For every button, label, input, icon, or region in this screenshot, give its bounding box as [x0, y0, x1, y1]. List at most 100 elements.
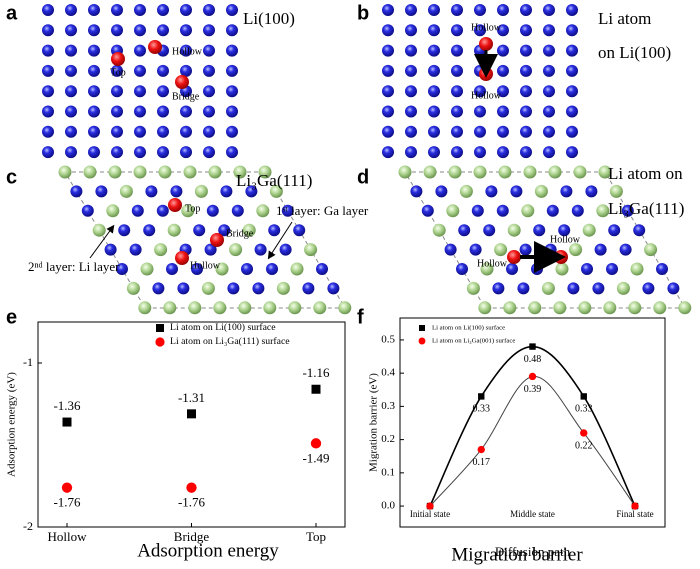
data-label: -1.76 [53, 495, 81, 510]
atom [88, 125, 100, 138]
atom [116, 263, 128, 275]
atom [446, 204, 460, 218]
atom [157, 146, 169, 159]
atom [111, 52, 125, 66]
plot-frame [399, 317, 666, 528]
atom [592, 282, 605, 295]
x-tick-label: Top [306, 529, 326, 544]
atom [88, 4, 100, 16]
atom [157, 85, 169, 98]
legend-label: Li atom on Li(100) surface [432, 325, 505, 332]
atom [65, 4, 77, 16]
atom [327, 282, 340, 295]
data-label: -1.76 [178, 495, 206, 510]
atom [543, 125, 555, 138]
atom [497, 24, 509, 37]
atom [474, 24, 486, 37]
x-axis-label: Diffusion path [495, 544, 571, 559]
atom [157, 64, 169, 77]
arrow [267, 221, 293, 260]
atom [92, 223, 106, 237]
site-label: Bridge [172, 91, 200, 102]
atom [111, 64, 123, 77]
atom [543, 4, 555, 16]
atom [226, 85, 238, 98]
atom [65, 44, 77, 57]
atom [531, 263, 543, 275]
atom [444, 243, 457, 256]
x-tick-label: Middle state [510, 509, 555, 519]
layer-label: 2ⁿᵈ layer: Li layer [28, 259, 120, 274]
atom [180, 24, 192, 37]
atom [428, 146, 440, 159]
atom [553, 301, 567, 315]
atom [154, 243, 168, 257]
data-label: -1.16 [302, 365, 330, 380]
atom [521, 204, 535, 218]
atom [226, 44, 238, 57]
atom [653, 301, 667, 315]
atom [175, 251, 189, 265]
legend-marker [418, 337, 426, 345]
atom [548, 165, 562, 179]
atom [656, 263, 668, 275]
site-label: Top [110, 67, 125, 78]
atom [451, 85, 463, 98]
atom [497, 85, 509, 98]
atom [382, 24, 394, 37]
marker [187, 409, 196, 419]
atom [316, 263, 328, 275]
atom [42, 44, 54, 57]
x-tick-label: Initial state [410, 509, 450, 519]
atom [134, 105, 146, 118]
atom [428, 44, 440, 57]
atom [88, 146, 100, 159]
atom [206, 204, 219, 217]
atom [497, 125, 509, 138]
atom [42, 85, 54, 98]
atom [494, 243, 508, 257]
atom [405, 146, 417, 159]
atom [129, 243, 142, 256]
atom [203, 4, 215, 16]
atom [678, 301, 692, 315]
atom [520, 105, 532, 118]
marker [631, 502, 639, 510]
atom [188, 301, 202, 315]
atom [134, 85, 146, 98]
atom [134, 125, 146, 138]
atom [451, 146, 463, 159]
atom [569, 243, 583, 257]
atom [167, 223, 181, 237]
atom [268, 224, 281, 237]
atom [451, 125, 463, 138]
atom [266, 263, 278, 275]
atom [497, 64, 509, 77]
panel-label: c [6, 166, 17, 188]
atom [458, 224, 471, 237]
atom [485, 185, 498, 198]
atom [410, 185, 423, 198]
atom [497, 4, 509, 16]
atom [203, 64, 215, 77]
atom [566, 146, 578, 159]
atom [435, 185, 448, 198]
atom [58, 165, 72, 179]
marker [62, 417, 72, 427]
atom [226, 24, 238, 37]
panel-title: Li₃Ga(111) [236, 171, 312, 190]
atom [338, 301, 352, 315]
atom [578, 301, 592, 315]
atom [134, 146, 146, 159]
site-label: Hollow [550, 234, 581, 245]
atom [642, 282, 655, 295]
atom [134, 4, 146, 16]
atom [466, 281, 480, 295]
marker [580, 393, 587, 400]
atom [520, 146, 532, 159]
atom [70, 185, 83, 198]
atom [111, 105, 123, 118]
atom [203, 85, 215, 98]
atom [566, 64, 578, 77]
atom [134, 64, 146, 77]
